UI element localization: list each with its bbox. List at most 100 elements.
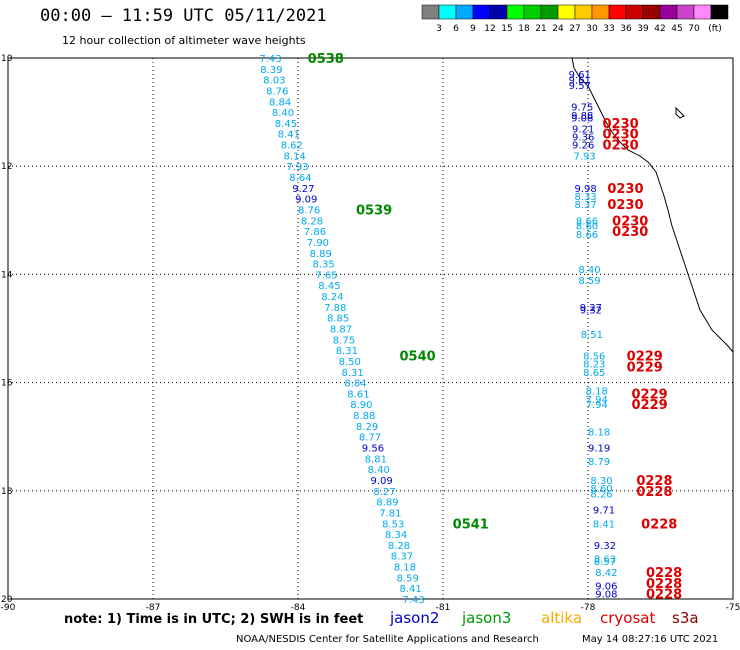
grid-lines xyxy=(8,58,733,599)
legend-label: 3 xyxy=(436,24,442,34)
swh-point-jason3: 8.41 xyxy=(400,584,422,595)
swh-point-cryosat: 9.06 xyxy=(595,581,617,592)
legend-swatch xyxy=(625,4,644,20)
swh-point-jason3: 8.53 xyxy=(382,519,404,530)
swh-point-jason3: 8.89 xyxy=(376,498,398,509)
swh-point-cryosat: 9.27 xyxy=(580,303,602,314)
legend-swatch xyxy=(472,4,491,20)
swh-point-cryosat: 9.32 xyxy=(594,541,616,552)
swh-point-cryosat: 8.23 xyxy=(583,360,605,371)
mission-s3a: s3a xyxy=(672,609,699,627)
swh-point-jason3: 8.35 xyxy=(313,260,335,271)
swh-point-jason3: 8.27 xyxy=(373,487,395,498)
swh-point-jason3: 8.31 xyxy=(342,368,364,379)
swh-point-jason3: 8.88 xyxy=(353,411,375,422)
swh-point-jason3: 8.40 xyxy=(272,108,294,119)
mission-altika: altika xyxy=(541,609,583,627)
swh-point-cryosat: 9.21 xyxy=(572,124,594,135)
swh-point-cryosat: 8.57 xyxy=(594,557,616,568)
legend-swatch xyxy=(489,4,508,20)
pass-time-label: 0229 xyxy=(632,387,668,402)
legend-label: 39 xyxy=(637,24,649,34)
swh-point-cryosat: 8.41 xyxy=(593,519,615,530)
pass-time-label: 0229 xyxy=(627,350,663,365)
swh-point-jason3: 8.31 xyxy=(336,346,358,357)
swh-point-jason3: 8.28 xyxy=(388,541,410,552)
legend-label: 27 xyxy=(569,24,580,34)
pass-time-label: 0539 xyxy=(356,203,392,218)
legend-swatch xyxy=(438,4,457,20)
swh-point-cryosat: 9.88 xyxy=(571,111,593,122)
axis-labels: -90 -87 -84 -81 -78 -75 10 12 14 16 18 20 xyxy=(1,54,740,613)
credit-text: NOAA/NESDIS Center for Satellite Applica… xyxy=(236,634,539,645)
swh-point-jason3: 8.50 xyxy=(339,357,361,368)
pass-time-label: 0228 xyxy=(641,517,677,532)
swh-point-jason3: 8.84 xyxy=(344,379,366,390)
swh-point-cryosat: 8.51 xyxy=(581,330,603,341)
swh-point-jason3: 8.39 xyxy=(260,65,282,76)
swh-point-jason3: 8.28 xyxy=(301,216,323,227)
swh-point-jason3: 8.76 xyxy=(298,205,320,216)
y-tick-label: 10 xyxy=(1,54,13,64)
legend-swatch xyxy=(659,4,678,20)
legend-label: 42 xyxy=(654,24,665,34)
legend-label: 45 xyxy=(671,24,682,34)
x-tick-label: -87 xyxy=(146,603,161,613)
swh-point-cryosat: 8.30 xyxy=(590,476,612,487)
mission-jason2: jason2 xyxy=(390,609,440,627)
swh-point-cryosat: 8.59 xyxy=(578,276,600,287)
swh-point-cryosat: 8.79 xyxy=(588,457,610,468)
island-path xyxy=(675,106,685,119)
swh-point-jason3: 7.93 xyxy=(286,162,308,173)
legend-swatch xyxy=(506,4,525,20)
swh-point-cryosat: 8.37 xyxy=(574,200,596,211)
legend-swatch xyxy=(642,4,661,20)
swh-point-jason3: 9.09 xyxy=(295,195,317,206)
swh-point-jason3: 8.84 xyxy=(269,97,291,108)
swh-point-jason3: 8.81 xyxy=(365,454,387,465)
footer-note: note: 1) Time is in UTC; 2) SWH is in fe… xyxy=(64,612,364,627)
legend-label: 15 xyxy=(501,24,512,34)
swh-point-jason3: 8.40 xyxy=(368,465,390,476)
y-tick-label: 18 xyxy=(1,487,13,497)
swh-point-cryosat: 9.71 xyxy=(593,506,615,517)
swh-point-jason3: 7.43 xyxy=(402,595,424,606)
swh-point-jason3: 8.41 xyxy=(278,130,300,141)
legend-swatch xyxy=(710,4,729,20)
swh-point-jason3: 7.90 xyxy=(307,238,329,249)
swh-point-cryosat: 8.65 xyxy=(583,368,605,379)
pass-time-label: 0230 xyxy=(607,198,643,213)
swh-point-jason3: 8.14 xyxy=(284,151,306,162)
pass-time-label: 0228 xyxy=(636,485,672,500)
pass-time-label: 0228 xyxy=(646,588,682,603)
legend-swatch xyxy=(455,4,474,20)
pass-time-label: 0230 xyxy=(607,182,643,197)
swh-point-jason3: 8.24 xyxy=(321,292,343,303)
swh-point-jason3: 8.03 xyxy=(263,76,285,87)
swh-point-cryosat: 8.42 xyxy=(595,568,617,579)
mission-jason3: jason3 xyxy=(462,609,512,627)
swh-point-jason3: 8.89 xyxy=(310,249,332,260)
swh-point-cryosat: 9.98 xyxy=(574,184,596,195)
legend-swatch xyxy=(591,4,610,20)
legend-swatch xyxy=(693,4,712,20)
legend-label: 30 xyxy=(586,24,598,34)
legend-units: (ft) xyxy=(708,24,722,34)
pass-time-label: 0230 xyxy=(612,225,648,240)
pass-time-label: 0230 xyxy=(603,128,639,143)
pass-time-label: 0228 xyxy=(646,577,682,592)
x-tick-label: -90 xyxy=(1,603,16,613)
x-tick-label: -75 xyxy=(726,603,740,613)
swh-point-cryosat: 9.61 xyxy=(569,76,591,87)
swh-point-jason3: 8.34 xyxy=(385,530,407,541)
swh-point-cryosat: 9.57 xyxy=(569,81,591,92)
color-legend: 3 6 9 12 15 18 21 24 27 30 33 36 39 42 45 70 (ft) xyxy=(421,4,729,34)
pass-time-label: 0228 xyxy=(636,474,672,489)
x-tick-label: -81 xyxy=(436,603,451,613)
swh-point-cryosat: 9.32 xyxy=(580,306,602,317)
pass-time-label: 0541 xyxy=(453,517,489,532)
y-tick-label: 16 xyxy=(1,379,13,389)
swh-point-jason3: 7.86 xyxy=(304,227,326,238)
swh-point-cryosat: 7.94 xyxy=(586,400,608,411)
swh-point-cryosat: 8.66 xyxy=(576,230,598,241)
